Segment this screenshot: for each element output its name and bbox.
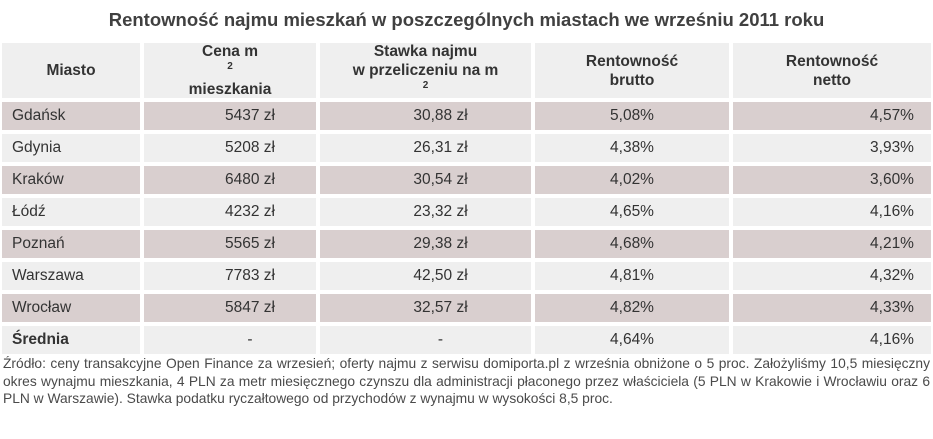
cell-city: Poznań	[2, 230, 144, 262]
cell-price: 5208 zł	[144, 134, 320, 166]
cell-rent: 23,32 zł	[320, 198, 535, 230]
cell-city: Warszawa	[2, 262, 144, 294]
table-title: Rentowność najmu mieszkań w poszczególny…	[108, 9, 825, 30]
source-note: Źródło: ceny transakcyjne Open Finance z…	[3, 356, 930, 406]
cell-gross: 4,64%	[535, 326, 733, 358]
cell-rent: 30,88 zł	[320, 102, 535, 134]
cell-rent: 29,38 zł	[320, 230, 535, 262]
cell-price: 7783 zł	[144, 262, 320, 294]
cell-rent: 32,57 zł	[320, 294, 535, 326]
cell-price: 5847 zł	[144, 294, 320, 326]
cell-gross: 4,68%	[535, 230, 733, 262]
cell-net: 4,32%	[733, 262, 931, 294]
cell-price: 6480 zł	[144, 166, 320, 198]
cell-rent: -	[320, 326, 535, 358]
cell-net: 3,60%	[733, 166, 931, 198]
cell-city: Średnia	[2, 326, 144, 358]
cell-gross: 5,08%	[535, 102, 733, 134]
cell-gross: 4,38%	[535, 134, 733, 166]
cell-gross: 4,65%	[535, 198, 733, 230]
cell-price: 5565 zł	[144, 230, 320, 262]
cell-gross: 4,82%	[535, 294, 733, 326]
cell-city: Gdynia	[2, 134, 144, 166]
cell-price: -	[144, 326, 320, 358]
cell-city: Kraków	[2, 166, 144, 198]
cell-net: 4,16%	[733, 198, 931, 230]
cell-net: 3,93%	[733, 134, 931, 166]
cell-rent: 26,31 zł	[320, 134, 535, 166]
cell-price: 5437 zł	[144, 102, 320, 134]
cell-city: Łódź	[2, 198, 144, 230]
cell-gross: 4,02%	[535, 166, 733, 198]
cell-rent: 30,54 zł	[320, 166, 535, 198]
cell-city: Wrocław	[2, 294, 144, 326]
cell-net: 4,57%	[733, 102, 931, 134]
header-gross-yield: Rentowność brutto	[535, 43, 733, 102]
header-city: Miasto	[2, 43, 144, 102]
cell-net: 4,33%	[733, 294, 931, 326]
cell-city: Gdańsk	[2, 102, 144, 134]
cell-rent: 42,50 zł	[320, 262, 535, 294]
cell-gross: 4,81%	[535, 262, 733, 294]
header-net-yield: Rentowność netto	[733, 43, 931, 102]
cell-price: 4232 zł	[144, 198, 320, 230]
cell-net: 4,16%	[733, 326, 931, 358]
cell-net: 4,21%	[733, 230, 931, 262]
